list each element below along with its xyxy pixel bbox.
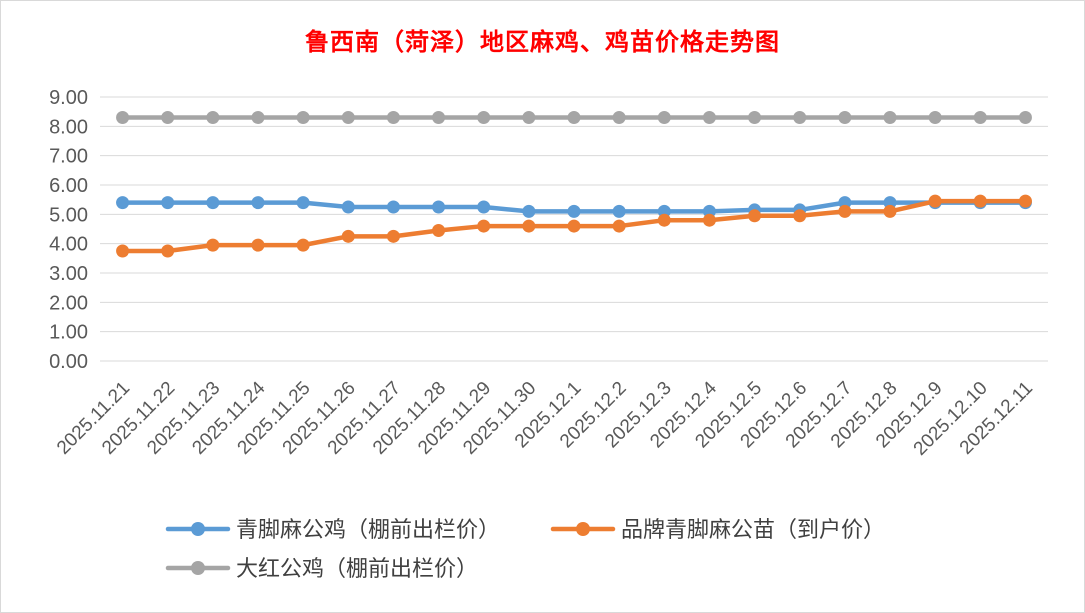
- data-point: [522, 111, 536, 125]
- data-point: [206, 111, 220, 125]
- legend-label: 大红公鸡（棚前出栏价）: [236, 557, 478, 582]
- data-point: [1018, 194, 1032, 208]
- x-axis-ticks: 2025.11.212025.11.222025.11.232025.11.24…: [53, 377, 1037, 459]
- data-point: [657, 213, 671, 227]
- data-point: [883, 204, 897, 218]
- y-tick-label: 0.00: [49, 351, 88, 373]
- data-point: [341, 111, 355, 125]
- legend-item: 大红公鸡（棚前出栏价）: [165, 557, 478, 582]
- y-tick-label: 5.00: [49, 204, 88, 226]
- data-point: [296, 111, 310, 125]
- y-tick-label: 1.00: [49, 322, 88, 344]
- legend-marker: [576, 522, 590, 536]
- data-point: [793, 111, 807, 125]
- data-point: [386, 229, 400, 243]
- data-point: [206, 238, 220, 252]
- data-point: [477, 219, 491, 233]
- data-point: [928, 111, 942, 125]
- legend-item: 品牌青脚麻公苗（到户价）: [550, 518, 885, 543]
- data-point: [161, 111, 175, 125]
- legend-label: 品牌青脚麻公苗（到户价）: [621, 518, 885, 543]
- y-tick-label: 2.00: [49, 292, 88, 314]
- series-2: [116, 111, 1032, 125]
- data-point: [341, 200, 355, 214]
- data-point: [116, 244, 130, 258]
- data-point: [432, 223, 446, 237]
- y-tick-label: 3.00: [49, 263, 88, 285]
- data-point: [161, 244, 175, 258]
- y-tick-label: 4.00: [49, 234, 88, 256]
- series-1: [116, 194, 1032, 258]
- data-point: [657, 111, 671, 125]
- data-point: [612, 111, 626, 125]
- data-point: [748, 111, 762, 125]
- data-point: [432, 200, 446, 214]
- data-point: [748, 209, 762, 223]
- y-tick-label: 8.00: [49, 116, 88, 138]
- data-point: [567, 204, 581, 218]
- data-point: [567, 111, 581, 125]
- data-point: [793, 209, 807, 223]
- data-point: [522, 219, 536, 233]
- series-group: [116, 111, 1032, 258]
- legend-label: 青脚麻公鸡（棚前出栏价）: [236, 518, 500, 543]
- series-0: [116, 196, 1032, 218]
- data-point: [296, 238, 310, 252]
- chart-title: 鲁西南（菏泽）地区麻鸡、鸡苗价格走势图: [305, 27, 780, 56]
- data-point: [386, 111, 400, 125]
- data-point: [612, 219, 626, 233]
- data-point: [251, 111, 265, 125]
- legend-item: 青脚麻公鸡（棚前出栏价）: [165, 518, 500, 543]
- y-axis-ticks: 0.00 1.00 2.00 3.00 4.00 5.00 6.00 7.00 8.00 9.00: [49, 87, 88, 373]
- data-point: [477, 111, 491, 125]
- data-point: [973, 194, 987, 208]
- data-point: [838, 111, 852, 125]
- data-point: [567, 219, 581, 233]
- legend-marker: [191, 522, 205, 536]
- data-point: [206, 196, 220, 210]
- data-point: [973, 111, 987, 125]
- y-tick-label: 9.00: [49, 87, 88, 109]
- data-point: [341, 229, 355, 243]
- data-point: [702, 111, 716, 125]
- data-point: [432, 111, 446, 125]
- data-point: [386, 200, 400, 214]
- data-point: [702, 213, 716, 227]
- data-point: [251, 196, 265, 210]
- data-point: [928, 194, 942, 208]
- legend: 青脚麻公鸡（棚前出栏价） 品牌青脚麻公苗（到户价） 大红公鸡（棚前出栏价）: [165, 518, 885, 582]
- data-point: [296, 196, 310, 210]
- data-point: [161, 196, 175, 210]
- data-point: [612, 204, 626, 218]
- legend-marker: [191, 561, 205, 575]
- data-point: [251, 238, 265, 252]
- y-tick-label: 6.00: [49, 175, 88, 197]
- y-tick-label: 7.00: [49, 146, 88, 168]
- data-point: [838, 204, 852, 218]
- data-point: [116, 111, 130, 125]
- data-point: [522, 204, 536, 218]
- data-point: [477, 200, 491, 214]
- data-point: [1018, 111, 1032, 125]
- data-point: [883, 111, 897, 125]
- data-point: [116, 196, 130, 210]
